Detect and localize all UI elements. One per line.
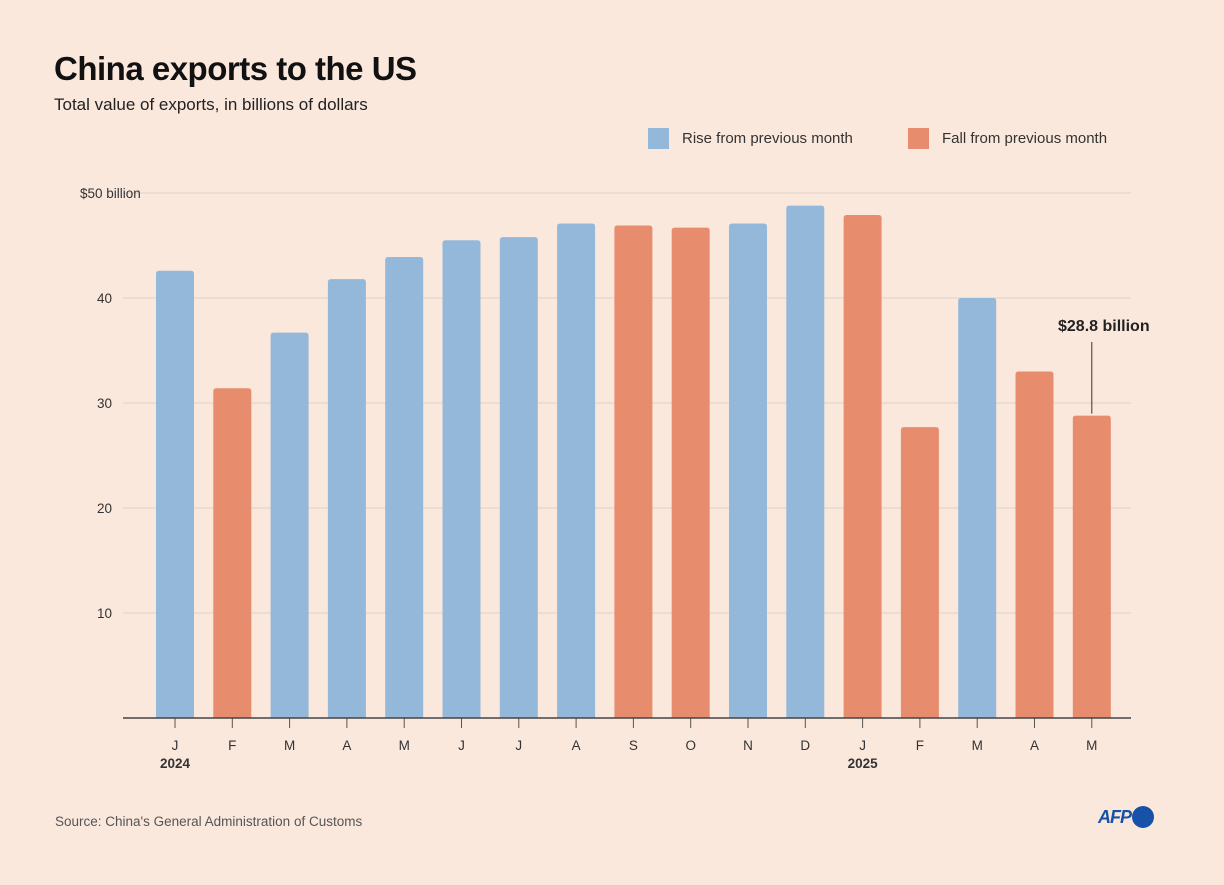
bar: [385, 257, 424, 718]
bar: [1015, 371, 1054, 718]
x-tick-label: J: [172, 738, 179, 753]
annotation-label: $28.8 billion: [1058, 318, 1150, 335]
x-tick-label: J: [458, 738, 465, 753]
bar: [843, 215, 882, 719]
bar: [327, 279, 366, 718]
x-tick-label: A: [572, 738, 581, 753]
bar: [614, 225, 653, 719]
x-tick-label: M: [399, 738, 410, 753]
y-tick-label: 40: [97, 291, 112, 306]
bar: [156, 270, 194, 718]
bar: [1072, 415, 1111, 718]
y-tick-label: 10: [97, 606, 112, 621]
bar: [671, 227, 710, 718]
afp-logo: AFP: [1098, 806, 1154, 828]
bar: [900, 427, 939, 718]
y-tick-label: 30: [97, 396, 112, 411]
year-label: 2025: [848, 756, 879, 771]
year-label: 2024: [160, 756, 191, 771]
bar: [499, 237, 538, 718]
x-tick-label: O: [685, 738, 696, 753]
x-tick-label: F: [228, 738, 236, 753]
source-note: Source: China's General Administration o…: [55, 814, 363, 829]
x-tick-label: J: [515, 738, 522, 753]
x-tick-label: M: [284, 738, 295, 753]
x-tick-label: J: [859, 738, 866, 753]
legend-item-fall: Fall from previous month: [908, 128, 1107, 149]
x-tick-label: D: [800, 738, 810, 753]
x-tick-label: M: [1086, 738, 1097, 753]
y-tick-label: $50 billion: [80, 186, 141, 201]
x-tick-label: A: [342, 738, 351, 753]
legend-swatch-rise: [648, 128, 669, 149]
bar: [442, 240, 481, 718]
bar: [213, 388, 252, 718]
y-tick-label: 20: [97, 501, 112, 516]
bar: [270, 332, 309, 718]
chart-subtitle: Total value of exports, in billions of d…: [54, 95, 368, 114]
legend-item-rise: Rise from previous month: [648, 128, 853, 149]
bar: [557, 223, 596, 718]
legend-label-fall: Fall from previous month: [942, 130, 1108, 147]
legend-swatch-fall: [908, 128, 929, 149]
x-tick-label: M: [972, 738, 983, 753]
bar: [729, 223, 767, 718]
x-tick-label: A: [1030, 738, 1039, 753]
chart-title: China exports to the US: [54, 50, 417, 87]
bar: [958, 298, 997, 718]
legend-label-rise: Rise from previous month: [682, 130, 853, 147]
bar: [786, 205, 825, 719]
x-tick-label: S: [629, 738, 638, 753]
x-tick-label: F: [916, 738, 924, 753]
x-tick-label: N: [743, 738, 753, 753]
